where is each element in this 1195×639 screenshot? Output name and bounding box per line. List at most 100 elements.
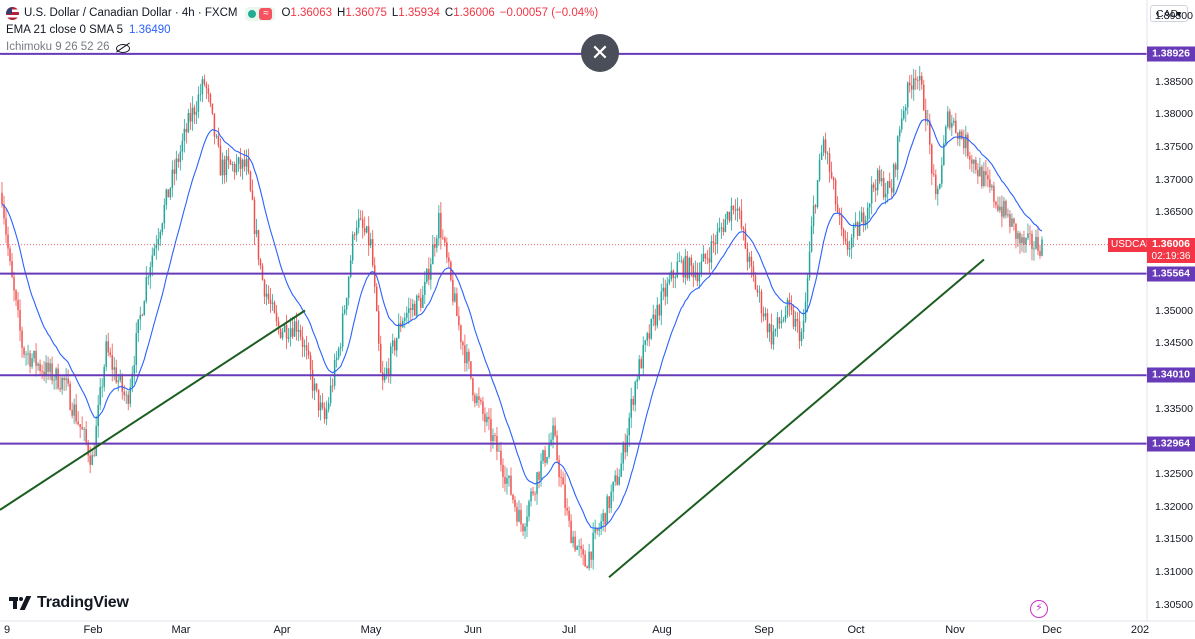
price-tick-label: 1.39500 bbox=[1155, 10, 1193, 23]
ema-legend-row[interactable]: EMA 21 close 0 SMA 5 1.36490 bbox=[6, 22, 603, 39]
candle-body bbox=[538, 472, 540, 480]
candle-body bbox=[189, 112, 192, 122]
candle-body bbox=[265, 293, 268, 297]
candle-body bbox=[267, 293, 270, 300]
candle-body bbox=[852, 225, 855, 238]
candle-body bbox=[989, 179, 991, 188]
candle-body bbox=[860, 212, 863, 222]
candle-body bbox=[588, 551, 590, 569]
candle-body bbox=[117, 380, 119, 383]
candle-body bbox=[802, 320, 805, 333]
candle-body bbox=[910, 85, 913, 90]
candle-body bbox=[794, 318, 797, 327]
change-value: −0.00057 (−0.04%) bbox=[499, 7, 599, 19]
candle-body bbox=[406, 312, 408, 318]
candle-body bbox=[119, 375, 121, 381]
candle-body bbox=[660, 291, 663, 316]
candle-body bbox=[251, 190, 254, 200]
candle-body bbox=[768, 324, 771, 333]
close-icon[interactable]: ✕ bbox=[581, 34, 619, 72]
candle-body bbox=[273, 302, 276, 313]
candle-body bbox=[959, 131, 961, 140]
candle-body bbox=[650, 318, 653, 339]
candle-body bbox=[770, 324, 773, 345]
candle-body bbox=[317, 389, 320, 411]
candle-body bbox=[544, 450, 546, 463]
candle-body bbox=[442, 237, 444, 239]
candle-body bbox=[596, 528, 598, 531]
candle-body bbox=[963, 138, 965, 149]
candle-body bbox=[432, 244, 434, 265]
trendline[interactable] bbox=[0, 309, 306, 511]
candle-body bbox=[379, 343, 382, 373]
candle-body bbox=[866, 207, 869, 221]
candle-body bbox=[971, 159, 973, 164]
candle-body bbox=[1, 192, 3, 205]
candle-body bbox=[484, 413, 486, 423]
candle-body bbox=[478, 396, 480, 400]
candle-body bbox=[792, 310, 795, 327]
low-label: L bbox=[391, 7, 399, 19]
candle-body bbox=[674, 277, 677, 279]
candle-body bbox=[263, 279, 266, 297]
ema-indicator-name[interactable]: EMA 21 close 0 SMA 5 bbox=[6, 24, 123, 36]
candle-body bbox=[47, 362, 49, 372]
candle-body bbox=[1003, 201, 1005, 217]
candle-body bbox=[634, 381, 636, 405]
ichimoku-indicator-name[interactable]: Ichimoku 9 26 52 26 bbox=[6, 41, 110, 53]
candle-body bbox=[349, 260, 352, 278]
candle-body bbox=[91, 455, 93, 465]
candle-body bbox=[953, 120, 955, 123]
candle-body bbox=[927, 120, 929, 122]
time-tick-label: Dec bbox=[1042, 624, 1062, 636]
candle-body bbox=[131, 373, 134, 388]
tradingview-logo[interactable]: TradingView bbox=[9, 594, 129, 612]
candle-body bbox=[145, 277, 148, 302]
candle-body bbox=[474, 395, 476, 403]
candle-body bbox=[422, 294, 424, 308]
candle-body bbox=[700, 261, 703, 274]
candle-body bbox=[933, 173, 935, 175]
symbol-title[interactable]: U.S. Dollar / Canadian Dollar · 4h · FXC… bbox=[24, 7, 238, 19]
candle-body bbox=[486, 416, 488, 423]
time-tick-label: May bbox=[360, 624, 382, 636]
ichimoku-legend-row[interactable]: Ichimoku 9 26 52 26 bbox=[6, 39, 603, 56]
last-price-label: 1.36006 02:19:36 bbox=[1147, 237, 1195, 263]
time-tick-label: 9 bbox=[4, 624, 11, 636]
candle-body bbox=[341, 313, 344, 347]
candle-body bbox=[456, 293, 458, 317]
candle-body bbox=[614, 475, 616, 482]
trendline[interactable] bbox=[608, 258, 985, 578]
price-tick-label: 1.37000 bbox=[1155, 173, 1193, 186]
candle-body bbox=[448, 257, 450, 262]
market-status-pill[interactable]: ≈ bbox=[245, 6, 276, 21]
price-tick-label: 1.34500 bbox=[1155, 337, 1193, 350]
candle-body bbox=[219, 145, 222, 176]
candle-body bbox=[868, 203, 871, 208]
candle-body bbox=[856, 222, 859, 236]
candle-body bbox=[876, 170, 879, 191]
candle-body bbox=[223, 159, 226, 176]
candle-body bbox=[582, 549, 584, 555]
hidden-eye-icon[interactable] bbox=[115, 43, 130, 53]
candle-body bbox=[87, 442, 89, 456]
candle-body bbox=[514, 499, 516, 508]
candle-body bbox=[945, 126, 947, 144]
candle-body bbox=[993, 185, 995, 202]
candle-body bbox=[630, 398, 632, 418]
candle-body bbox=[395, 338, 398, 351]
candle-body bbox=[710, 241, 713, 263]
symbol-legend-row[interactable]: U.S. Dollar / Canadian Dollar · 4h · FXC… bbox=[6, 5, 603, 22]
candle-body bbox=[969, 156, 971, 160]
candle-body bbox=[892, 164, 895, 193]
candle-body bbox=[426, 268, 428, 282]
candle-body bbox=[85, 429, 87, 443]
high-value: 1.36075 bbox=[345, 7, 387, 19]
candle-body bbox=[277, 321, 280, 329]
lightning-icon[interactable]: ⚡ bbox=[1030, 600, 1048, 618]
candle-body bbox=[359, 218, 362, 220]
currency-selector[interactable]: CAD ▼ bbox=[1150, 5, 1188, 22]
candle-body bbox=[834, 180, 837, 205]
trendlines bbox=[0, 258, 985, 578]
